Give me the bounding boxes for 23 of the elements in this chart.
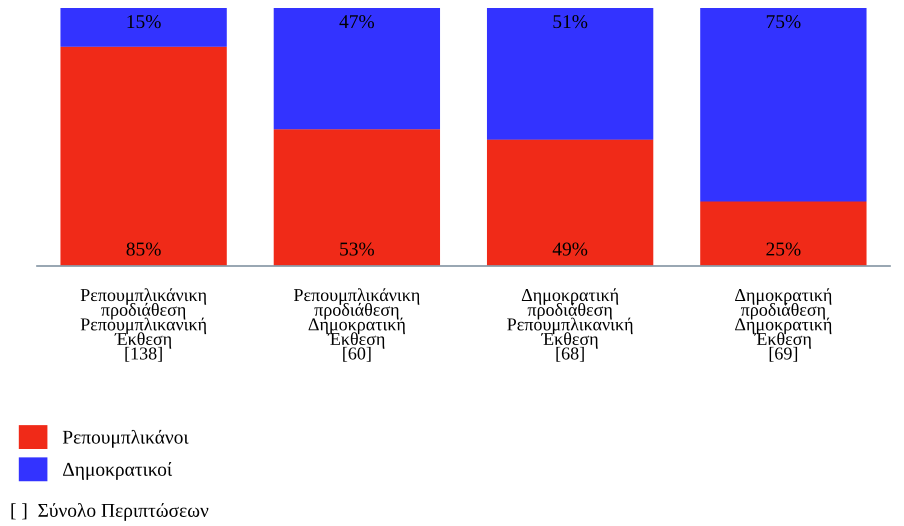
- bar: [700, 202, 867, 266]
- data-label: 53%: [340, 242, 374, 256]
- x-tick-label: Ρεπουμπλικάνικη προδιάθεση Δημοκρατική Έκθεση [60]: [294, 288, 420, 362]
- bar: [60, 8, 227, 47]
- x-tick-label: Δημοκρατική προδιάθεση Δημοκρατική Έκθεση [69]: [735, 288, 832, 362]
- data-label: 85%: [126, 242, 161, 256]
- data-label: 49%: [552, 242, 588, 256]
- bar: [700, 8, 867, 202]
- text: [ ] Σύνολο Περιπτώσεων: [11, 503, 208, 521]
- bar: [274, 8, 440, 130]
- data-label: 75%: [766, 15, 801, 28]
- data-label: 25%: [766, 242, 801, 256]
- bar: [486, 8, 654, 140]
- bar: [274, 129, 440, 266]
- data-label: 51%: [553, 15, 588, 28]
- data-label: 15%: [128, 15, 161, 28]
- bar: [486, 140, 654, 266]
- legend-label: Δημοκρατικοί: [63, 462, 172, 480]
- x-tick-label: Ρεπουμπλικάνικη προδιάθεση Ρεπουμπλικανική Έκθεση [138]: [80, 288, 206, 362]
- data-label: 47%: [339, 15, 374, 28]
- legend-label: Ρεπουμπλικάνοι: [62, 430, 189, 448]
- bar: [60, 46, 227, 266]
- x-tick-label: Δημοκρατική προδιάθεση Ρεπουμπλικανική Έκθεση [68]: [507, 288, 633, 362]
